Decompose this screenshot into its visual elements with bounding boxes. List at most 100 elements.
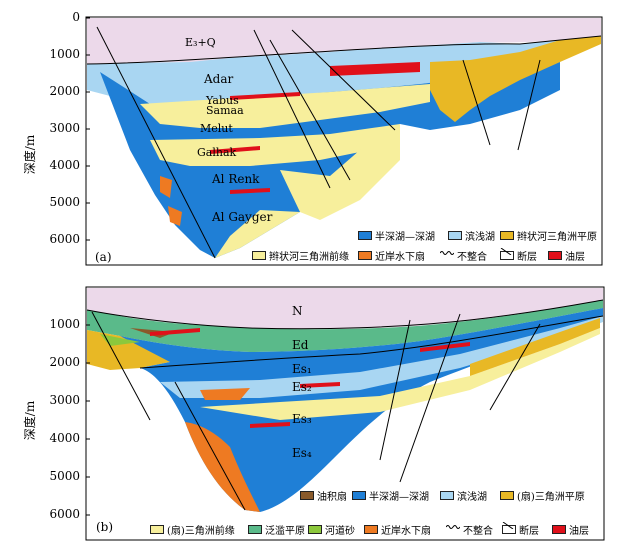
unit-top-a: E₃+Q — [185, 36, 216, 49]
oil-streak-1-a — [330, 62, 420, 76]
channel-sand-patch-b — [100, 334, 140, 346]
legend-b-channel-sand: 河道砂 — [308, 522, 355, 537]
front-wedge-3-a — [280, 124, 400, 220]
fault-3-b — [379, 319, 411, 461]
legend-a-braid-plain: 辫状河三角洲平原 — [500, 228, 597, 243]
oil-streak-3-b — [250, 422, 290, 428]
tick-b-5: 6000 — [49, 507, 80, 521]
legend-b-braid-plain: (扇)三角洲平原 — [500, 488, 585, 503]
tick-a-4: 4000 — [49, 158, 80, 172]
fault-icon-b — [502, 522, 516, 534]
legend-b-deep-lake: 半深湖—深湖 — [352, 488, 429, 503]
legend-b-oil: 油层 — [552, 522, 589, 537]
panel-tag-a: (a) — [95, 250, 112, 264]
tick-b-4: 5000 — [49, 469, 80, 483]
y-ticks-b — [86, 324, 90, 516]
legend-a-deep-lake: 半深湖—深湖 — [358, 228, 435, 243]
unconformity-line-a — [86, 35, 602, 65]
legend-b-nearshore-fan: 近岸水下扇 — [364, 522, 431, 537]
oil-streak-2-b — [300, 382, 340, 388]
unconformity-icon-b — [446, 525, 460, 534]
tick-a-2: 2000 — [49, 84, 80, 98]
swatch-floodplain — [248, 525, 262, 534]
fan-patch-1-a — [160, 176, 172, 198]
oil-streak-4-b — [420, 342, 470, 352]
tick-b-2: 3000 — [49, 393, 80, 407]
unit-n: N — [292, 304, 303, 318]
fault-icon — [500, 248, 514, 260]
legend-a-fault: 断层 — [500, 248, 537, 263]
fault-5-b — [489, 323, 541, 411]
section-a-drawing — [85, 16, 603, 266]
delta-front-sheet-b — [200, 328, 600, 420]
legend-b-shallow-lake: 滨浅湖 — [440, 488, 487, 503]
swatch-nearshore-fan — [358, 251, 372, 260]
oil-streak-3-a — [210, 146, 260, 154]
legend-b-unconformity: 不整合 — [446, 522, 493, 537]
swatch-oil-b — [552, 525, 566, 534]
swatch-delta-plain-b — [500, 491, 514, 500]
swatch-braid-front — [252, 251, 266, 260]
unit-algayger: Al Gayger — [212, 210, 273, 224]
delta-plain-sheet-b — [470, 318, 600, 376]
legend-b-braid-front: (扇)三角洲前缘 — [150, 522, 235, 537]
swatch-nearshore-fan-b — [364, 525, 378, 534]
panel-tag-b: (b) — [96, 520, 114, 534]
y-ticks-a — [86, 17, 90, 241]
y-axis-title-b: 深度/m — [23, 400, 38, 441]
unit-es3: Es₃ — [292, 412, 312, 426]
oil-streak-2-a — [230, 92, 300, 100]
cover-layer-a — [87, 18, 601, 64]
tick-a-1: 1000 — [49, 47, 80, 61]
fault-2-a — [253, 29, 331, 189]
shallow-lake-band-a — [87, 40, 560, 104]
fault-6-a — [517, 59, 541, 151]
tick-a-5: 5000 — [49, 195, 80, 209]
tick-b-1: 2000 — [49, 355, 80, 369]
fault-4-a — [291, 29, 396, 131]
tick-b-0: 1000 — [49, 317, 80, 331]
unconformity-line-b — [86, 299, 604, 330]
unconformity-icon — [440, 251, 454, 260]
cross-section-b: 1000 2000 3000 4000 5000 6000 深度/m N Ed … — [0, 272, 625, 546]
fan-lobe-b — [200, 388, 250, 400]
nearshore-fan-b — [185, 422, 260, 512]
tick-a-3: 3000 — [49, 121, 80, 135]
swatch-channel-sand — [308, 525, 322, 534]
tick-a-0: 0 — [72, 10, 80, 24]
legend-b-alluvial-fan: 油积扇 — [300, 488, 347, 503]
unit-es1: Es₁ — [292, 362, 312, 376]
fault-5-a — [462, 59, 491, 146]
legend-a-shallow-lake: 滨浅湖 — [448, 228, 495, 243]
fault-1-a — [96, 26, 216, 259]
unit-ed: Ed — [292, 338, 309, 352]
swatch-deep-lake — [358, 231, 372, 240]
legend-a-unconformity: 不整合 — [440, 248, 487, 263]
swatch-shallow-lake — [448, 231, 462, 240]
fault-4-b — [399, 313, 461, 483]
cover-layer-b — [87, 288, 603, 330]
front-wedge-2-a — [150, 124, 400, 166]
legend-b-fault: 断层 — [502, 522, 539, 537]
unit-galhak: Galhak — [197, 146, 237, 159]
unit-samaa: Samaa — [206, 104, 244, 117]
swatch-deep-lake-b — [352, 491, 366, 500]
legend-a-oil: 油层 — [548, 248, 585, 263]
swatch-braid-plain — [500, 231, 514, 240]
unit-alrenk: Al Renk — [212, 172, 260, 186]
tick-a-6: 6000 — [49, 232, 80, 246]
fault-2-b — [174, 381, 246, 511]
fan-patch-2-a — [168, 206, 182, 226]
legend-a-nearshore-fan: 近岸水下扇 — [358, 248, 425, 263]
swatch-delta-front-b — [150, 525, 164, 534]
section-b-drawing — [85, 286, 605, 541]
oil-streak-1-b — [150, 328, 200, 336]
swatch-oil — [548, 251, 562, 260]
front-wedge-4-a — [215, 210, 300, 258]
swatch-alluvial-fan — [300, 491, 314, 500]
fault-3-a — [269, 39, 351, 181]
braid-plain-right-a — [430, 36, 601, 122]
cross-section-a: 0 1000 2000 3000 4000 5000 6000 深度/m E₃+… — [0, 0, 625, 272]
front-wedge-1-a — [140, 84, 430, 128]
swatch-shallow-lake-b — [440, 491, 454, 500]
